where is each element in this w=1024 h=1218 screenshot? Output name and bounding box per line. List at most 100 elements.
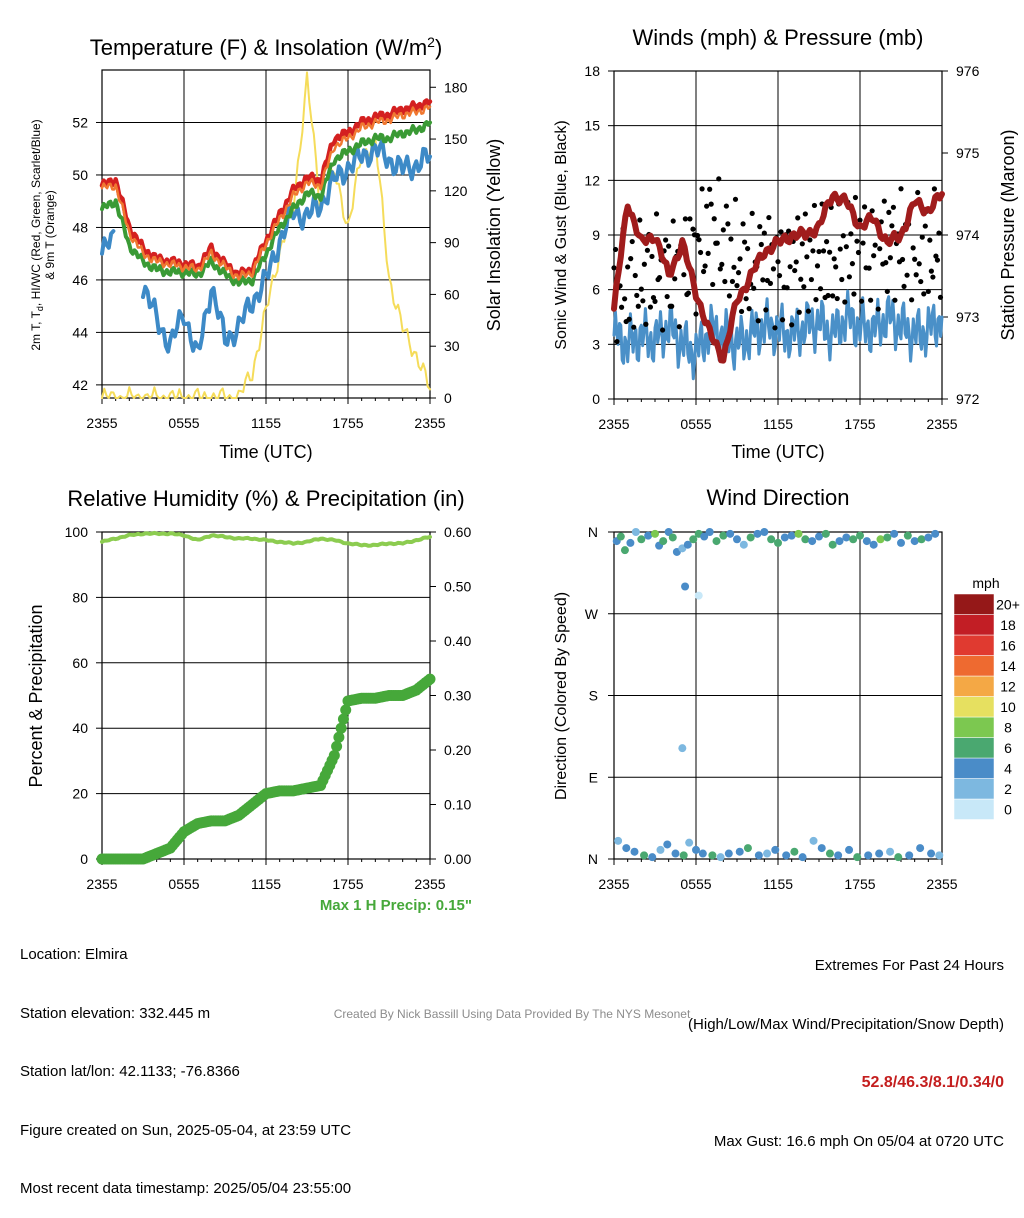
gust-point	[614, 338, 620, 345]
gust-point	[687, 216, 693, 222]
gust-point	[936, 230, 942, 236]
legend-label: 12	[1000, 678, 1016, 694]
station-info: Location: Elmira Station elevation: 332.…	[20, 906, 351, 1218]
gust-point	[789, 322, 795, 328]
gust-point	[792, 267, 798, 274]
direction-point	[864, 851, 873, 860]
winds-ytick-right-label: 972	[956, 391, 980, 407]
temperature-xtick-label: 2355	[414, 415, 445, 431]
winds-xlabel: Time (UTC)	[731, 442, 824, 462]
winds-xtick-label: 1155	[763, 416, 793, 432]
legend-swatch	[953, 757, 995, 779]
direction-point	[735, 847, 744, 856]
gust-point	[640, 298, 646, 304]
gust-point	[892, 297, 898, 303]
direction-point	[853, 853, 862, 862]
gust-point	[720, 227, 726, 233]
winds-xtick-label: 2355	[598, 416, 629, 432]
temperature-ytick-right-label: 30	[444, 338, 460, 354]
gust-point	[652, 298, 658, 304]
direction-point	[771, 845, 780, 854]
gust-point	[831, 256, 837, 262]
winds-ylabel-right: Station Pressure (Maroon)	[998, 129, 1018, 340]
gust-point	[868, 297, 874, 303]
direction-point	[705, 528, 714, 536]
gust-point	[693, 311, 699, 317]
gust-point	[618, 304, 625, 310]
sonic-wind-line	[612, 289, 944, 381]
humidity-xtick-label: 0555	[168, 876, 199, 892]
temperature-ytick-label: 48	[72, 219, 88, 235]
gust-point	[889, 223, 895, 229]
figure-created: Figure created on Sun, 2025-05-04, at 23…	[20, 1121, 352, 1139]
winds-ytick-label: 9	[592, 227, 600, 243]
direction-point	[897, 538, 905, 547]
direction-point	[869, 540, 878, 549]
gust-point	[745, 245, 751, 252]
gust-point	[705, 250, 711, 256]
direction-point	[739, 540, 748, 549]
gust-point	[719, 261, 725, 267]
gust-point	[729, 278, 736, 285]
legend-swatch	[953, 716, 995, 738]
legend-swatch	[953, 798, 995, 820]
gust-point	[904, 272, 910, 278]
direction-point	[815, 532, 823, 541]
gust-point	[827, 249, 833, 255]
gust-point	[890, 204, 897, 210]
gust-point	[931, 186, 938, 192]
gust-point	[638, 286, 644, 292]
humidity-ytick-label: 40	[72, 720, 88, 736]
gust-point	[731, 264, 737, 270]
recent-data: Most recent data timestamp: 2025/05/04 2…	[20, 1180, 352, 1197]
direction-point	[659, 537, 668, 546]
legend-title: mph	[972, 575, 999, 591]
gust-point	[722, 278, 728, 285]
direction-point	[794, 529, 803, 538]
gust-point	[647, 304, 654, 310]
humidity-xtick-label: 2355	[414, 876, 445, 892]
direction-point	[834, 851, 843, 860]
direction-point	[689, 535, 698, 544]
gust-point	[849, 261, 856, 267]
extremes-values: 52.8/46.3/8.1/0.34/0	[861, 1074, 1004, 1091]
winds-ytick-label: 15	[584, 118, 600, 134]
gust-point	[881, 198, 887, 204]
gust-point	[770, 266, 777, 272]
gust-point	[644, 247, 651, 253]
direction-point	[798, 853, 807, 862]
direction-point	[743, 844, 752, 853]
gust-point	[653, 211, 660, 217]
precip-point	[424, 673, 436, 685]
gust-point	[919, 234, 925, 240]
gust-point	[622, 296, 628, 302]
gust-point	[740, 221, 746, 227]
direction-point	[883, 533, 892, 542]
gust-point	[711, 216, 717, 222]
gust-point	[707, 186, 713, 192]
gust-point	[637, 217, 643, 223]
gust-point	[843, 244, 849, 250]
gust-point	[810, 248, 816, 254]
direction-point	[774, 538, 782, 547]
humidity-ytick-right-label: 0.10	[444, 797, 471, 813]
direction-point	[724, 849, 733, 858]
temperature-xlabel: Time (UTC)	[219, 442, 312, 462]
temperature-ytick-right-label: 150	[444, 131, 468, 147]
gust-point	[685, 290, 692, 296]
gust-point	[666, 243, 672, 249]
gust-point	[871, 253, 877, 259]
gust-point	[928, 268, 934, 274]
direction-point	[681, 582, 690, 591]
gust-point	[755, 318, 761, 324]
direction-point	[631, 528, 640, 536]
gust-point	[649, 253, 655, 260]
station-latlon: Station lat/lon: 42.1133; -76.8366	[20, 1063, 240, 1080]
direction-point	[856, 531, 864, 540]
direction-point	[780, 533, 789, 542]
gust-point	[898, 186, 904, 192]
gust-point	[852, 194, 859, 201]
gust-point	[625, 264, 631, 270]
gust-point	[798, 276, 804, 282]
temperature-ytick-label: 52	[72, 114, 88, 130]
